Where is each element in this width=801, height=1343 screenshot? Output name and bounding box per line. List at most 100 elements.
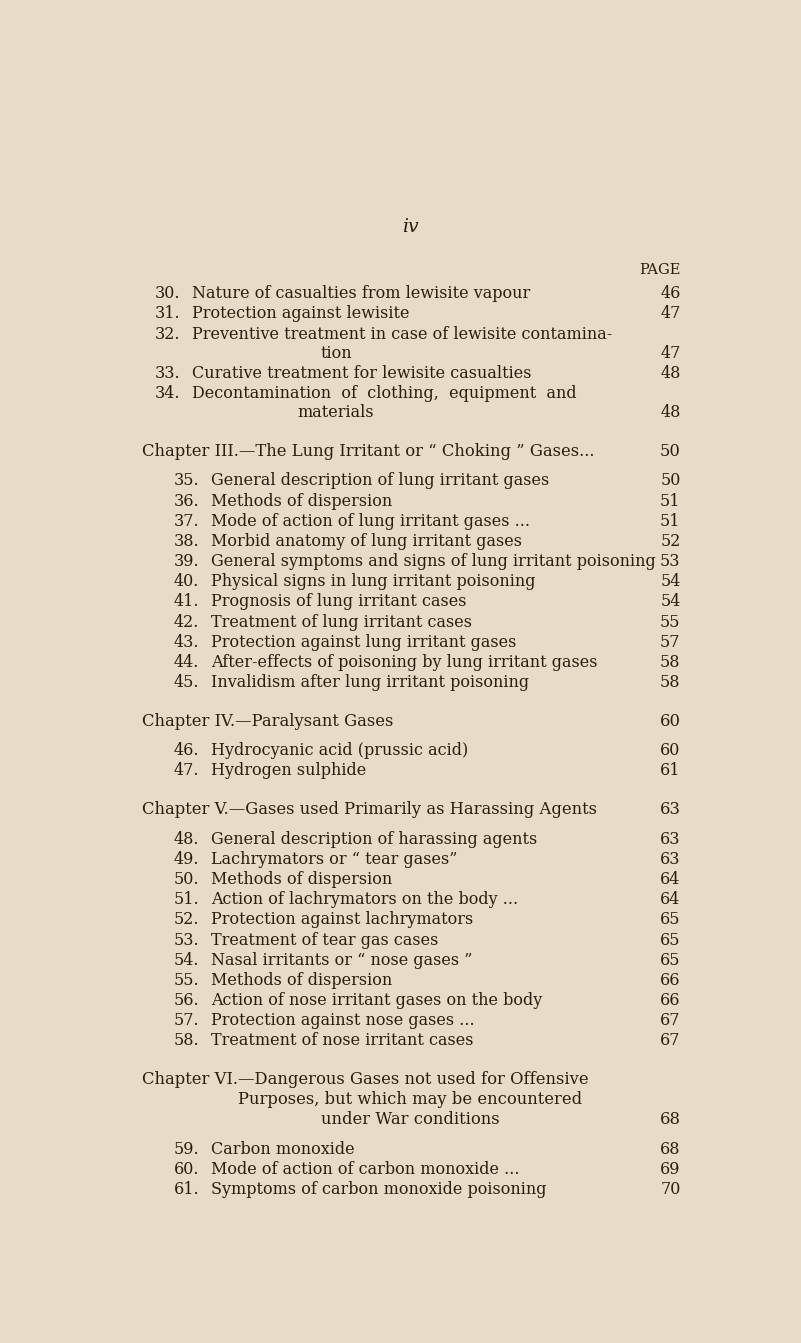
Text: 30.: 30.: [155, 285, 180, 302]
Text: 46.: 46.: [173, 743, 199, 759]
Text: materials: materials: [298, 404, 374, 422]
Text: 60.: 60.: [173, 1162, 199, 1178]
Text: 31.: 31.: [155, 305, 180, 322]
Text: Decontamination  of  clothing,  equipment  and: Decontamination of clothing, equipment a…: [192, 385, 577, 402]
Text: 65: 65: [660, 932, 681, 948]
Text: 47: 47: [660, 305, 681, 322]
Text: 39.: 39.: [173, 553, 199, 569]
Text: 36.: 36.: [173, 493, 199, 509]
Text: 51: 51: [660, 493, 681, 509]
Text: 68: 68: [660, 1142, 681, 1158]
Text: 51: 51: [660, 513, 681, 529]
Text: Lachrymators or “ tear gases”: Lachrymators or “ tear gases”: [211, 851, 457, 868]
Text: Methods of dispersion: Methods of dispersion: [211, 972, 392, 988]
Text: Protection against lung irritant gases: Protection against lung irritant gases: [211, 634, 516, 651]
Text: 43.: 43.: [173, 634, 199, 651]
Text: 52.: 52.: [173, 912, 199, 928]
Text: 35.: 35.: [173, 473, 199, 489]
Text: Chapter VI.—Dangerous Gases not used for Offensive: Chapter VI.—Dangerous Gases not used for…: [143, 1072, 589, 1088]
Text: 46: 46: [660, 285, 681, 302]
Text: Morbid anatomy of lung irritant gases: Morbid anatomy of lung irritant gases: [211, 533, 521, 549]
Text: 58: 58: [660, 674, 681, 692]
Text: 47: 47: [660, 345, 681, 361]
Text: Protection against lewisite: Protection against lewisite: [192, 305, 409, 322]
Text: 64: 64: [660, 892, 681, 908]
Text: Protection against lachrymators: Protection against lachrymators: [211, 912, 473, 928]
Text: 49.: 49.: [173, 851, 199, 868]
Text: 60: 60: [659, 713, 681, 729]
Text: Nature of casualties from lewisite vapour: Nature of casualties from lewisite vapou…: [192, 285, 530, 302]
Text: 41.: 41.: [173, 594, 199, 611]
Text: General symptoms and signs of lung irritant poisoning: General symptoms and signs of lung irrit…: [211, 553, 655, 569]
Text: 67: 67: [660, 1033, 681, 1049]
Text: Treatment of tear gas cases: Treatment of tear gas cases: [211, 932, 438, 948]
Text: Invalidism after lung irritant poisoning: Invalidism after lung irritant poisoning: [211, 674, 529, 692]
Text: Methods of dispersion: Methods of dispersion: [211, 872, 392, 888]
Text: Hydrocyanic acid (prussic acid): Hydrocyanic acid (prussic acid): [211, 743, 468, 759]
Text: 55.: 55.: [173, 972, 199, 988]
Text: 48.: 48.: [173, 831, 199, 847]
Text: Mode of action of lung irritant gases ...: Mode of action of lung irritant gases ..…: [211, 513, 529, 529]
Text: Treatment of lung irritant cases: Treatment of lung irritant cases: [211, 614, 472, 631]
Text: Mode of action of carbon monoxide ...: Mode of action of carbon monoxide ...: [211, 1162, 519, 1178]
Text: 59.: 59.: [173, 1142, 199, 1158]
Text: 53: 53: [660, 553, 681, 569]
Text: Purposes, but which may be encountered: Purposes, but which may be encountered: [239, 1092, 582, 1108]
Text: iv: iv: [402, 218, 419, 236]
Text: 65: 65: [660, 912, 681, 928]
Text: 38.: 38.: [173, 533, 199, 549]
Text: 54: 54: [660, 594, 681, 611]
Text: Chapter III.—The Lung Irritant or “ Choking ” Gases...: Chapter III.—The Lung Irritant or “ Chok…: [143, 443, 595, 461]
Text: under War conditions: under War conditions: [321, 1112, 500, 1128]
Text: Methods of dispersion: Methods of dispersion: [211, 493, 392, 509]
Text: Curative treatment for lewisite casualties: Curative treatment for lewisite casualti…: [192, 365, 532, 381]
Text: 37.: 37.: [173, 513, 199, 529]
Text: After-effects of poisoning by lung irritant gases: After-effects of poisoning by lung irrit…: [211, 654, 597, 672]
Text: Hydrogen sulphide: Hydrogen sulphide: [211, 763, 366, 779]
Text: 57: 57: [660, 634, 681, 651]
Text: Carbon monoxide: Carbon monoxide: [211, 1142, 354, 1158]
Text: 48: 48: [660, 404, 681, 422]
Text: General description of harassing agents: General description of harassing agents: [211, 831, 537, 847]
Text: 33.: 33.: [155, 365, 180, 381]
Text: 66: 66: [660, 972, 681, 988]
Text: 54.: 54.: [173, 952, 199, 968]
Text: 68: 68: [659, 1112, 681, 1128]
Text: 53.: 53.: [173, 932, 199, 948]
Text: 55: 55: [660, 614, 681, 631]
Text: Protection against nose gases ...: Protection against nose gases ...: [211, 1013, 474, 1029]
Text: tion: tion: [320, 345, 352, 361]
Text: 52: 52: [660, 533, 681, 549]
Text: 32.: 32.: [155, 325, 180, 342]
Text: Symptoms of carbon monoxide poisoning: Symptoms of carbon monoxide poisoning: [211, 1182, 546, 1198]
Text: 47.: 47.: [173, 763, 199, 779]
Text: 44.: 44.: [173, 654, 199, 672]
Text: Action of lachrymators on the body ...: Action of lachrymators on the body ...: [211, 892, 517, 908]
Text: General description of lung irritant gases: General description of lung irritant gas…: [211, 473, 549, 489]
Text: 58.: 58.: [173, 1033, 199, 1049]
Text: 58: 58: [660, 654, 681, 672]
Text: 51.: 51.: [173, 892, 199, 908]
Text: Preventive treatment in case of lewisite contamina-: Preventive treatment in case of lewisite…: [192, 325, 612, 342]
Text: 40.: 40.: [173, 573, 199, 591]
Text: PAGE: PAGE: [639, 263, 681, 277]
Text: Chapter IV.—Paralysant Gases: Chapter IV.—Paralysant Gases: [143, 713, 394, 729]
Text: 42.: 42.: [173, 614, 199, 631]
Text: Physical signs in lung irritant poisoning: Physical signs in lung irritant poisonin…: [211, 573, 535, 591]
Text: 60: 60: [660, 743, 681, 759]
Text: Action of nose irritant gases on the body: Action of nose irritant gases on the bod…: [211, 992, 541, 1009]
Text: Prognosis of lung irritant cases: Prognosis of lung irritant cases: [211, 594, 466, 611]
Text: 66: 66: [660, 992, 681, 1009]
Text: 50: 50: [660, 443, 681, 461]
Text: 61.: 61.: [173, 1182, 199, 1198]
Text: 69: 69: [660, 1162, 681, 1178]
Text: 34.: 34.: [155, 385, 180, 402]
Text: 54: 54: [660, 573, 681, 591]
Text: 63: 63: [660, 802, 681, 818]
Text: 48: 48: [660, 365, 681, 381]
Text: 64: 64: [660, 872, 681, 888]
Text: 56.: 56.: [173, 992, 199, 1009]
Text: Treatment of nose irritant cases: Treatment of nose irritant cases: [211, 1033, 473, 1049]
Text: 70: 70: [660, 1182, 681, 1198]
Text: 50: 50: [660, 473, 681, 489]
